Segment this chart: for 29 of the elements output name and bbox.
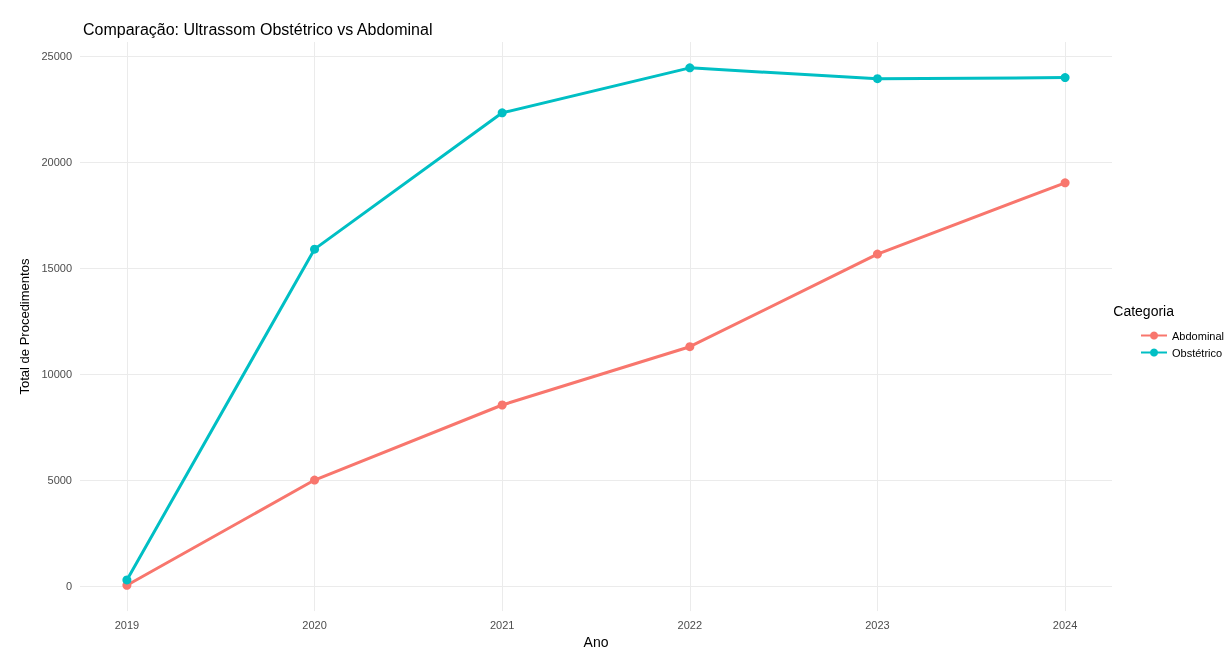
y-tick-label: 10000 <box>41 368 72 381</box>
y-tick-label: 5000 <box>47 474 72 487</box>
legend-label: Abdominal <box>1172 329 1225 342</box>
point <box>310 244 320 254</box>
point <box>497 108 507 118</box>
point <box>497 400 507 410</box>
x-axis-title: Ano <box>583 634 609 650</box>
x-tick-label: 2023 <box>865 618 890 631</box>
x-tick-label: 2022 <box>677 618 703 631</box>
point <box>872 249 882 259</box>
y-axis-title: Total de Procedimentos <box>16 258 32 395</box>
x-tick-label: 2021 <box>489 618 515 631</box>
y-tick-label: 25000 <box>41 50 72 63</box>
y-tick-label: 20000 <box>41 156 72 169</box>
x-tick-label: 2024 <box>1052 618 1078 631</box>
point <box>685 63 695 73</box>
legend-title: Categoria <box>1113 303 1175 319</box>
point <box>685 342 695 352</box>
point <box>872 74 882 84</box>
point <box>1060 178 1070 188</box>
x-tick-label: 2019 <box>114 618 140 631</box>
point <box>1060 73 1070 83</box>
point <box>310 475 320 485</box>
y-tick-label: 15000 <box>41 262 72 275</box>
legend-label: Obstétrico <box>1172 346 1223 359</box>
point <box>122 575 132 585</box>
x-tick-label: 2020 <box>302 618 327 631</box>
chart-title: Comparação: Ultrassom Obstétrico vs Abdominal <box>83 20 433 38</box>
y-tick-label: 0 <box>65 580 72 593</box>
